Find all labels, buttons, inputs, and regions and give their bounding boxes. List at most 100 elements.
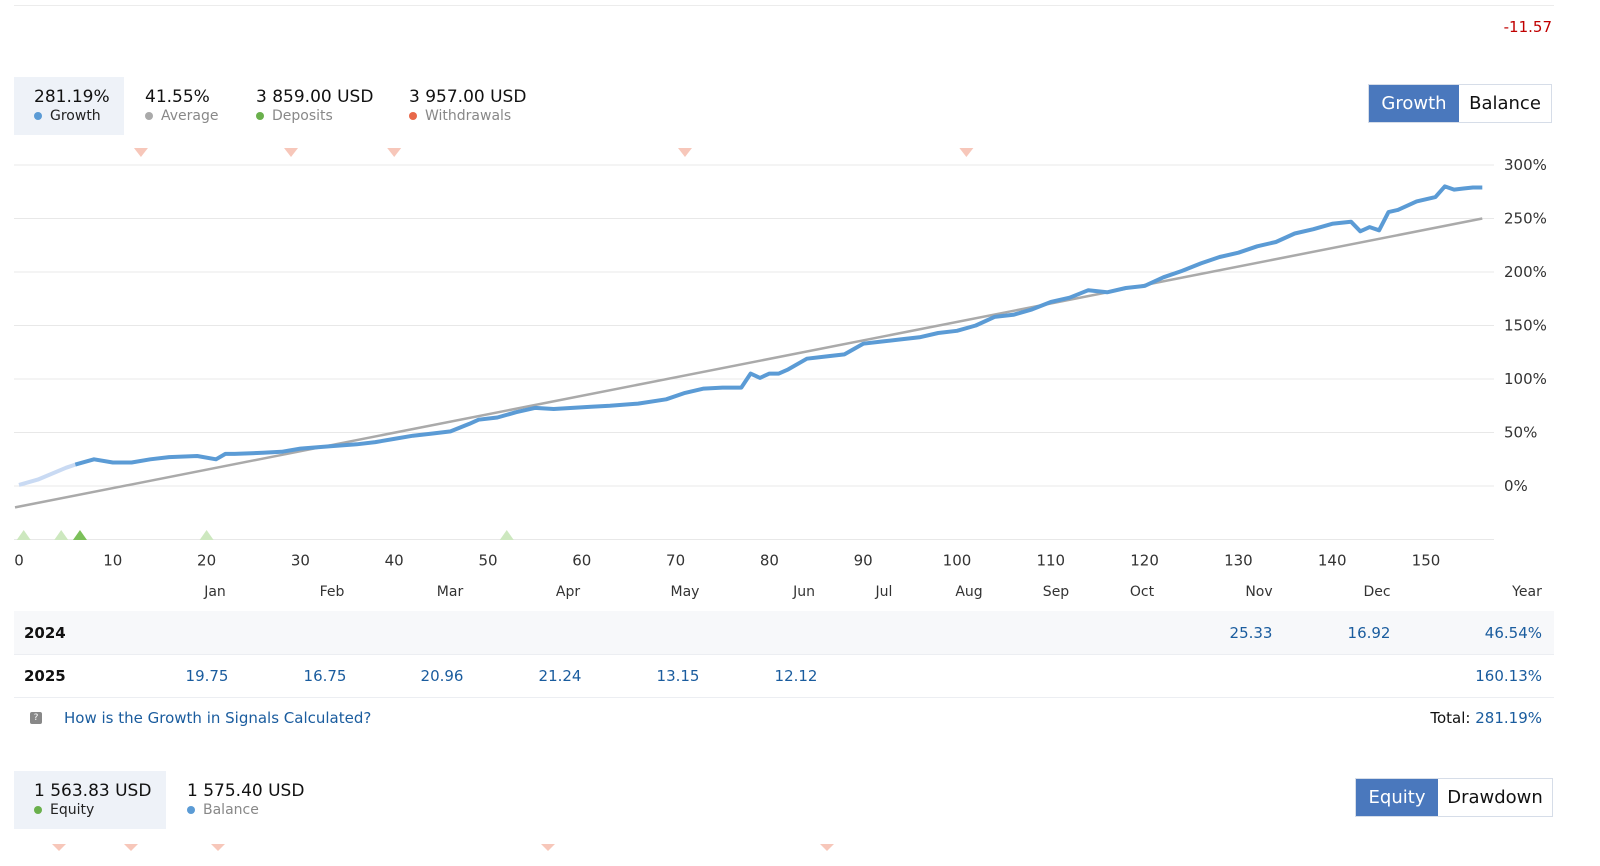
table-cell[interactable]: 13.15 bbox=[656, 667, 700, 685]
x-tick-label: 60 bbox=[572, 552, 591, 570]
x-tick-label: 20 bbox=[197, 552, 216, 570]
table-cell[interactable]: 12.12 bbox=[774, 667, 818, 685]
growth-line-initial bbox=[18, 462, 76, 487]
month-label: Nov bbox=[1245, 584, 1273, 600]
withdrawal-marker[interactable] bbox=[820, 844, 834, 851]
row-total[interactable]: 46.54% bbox=[1484, 624, 1542, 642]
stat-label: Balance bbox=[203, 802, 259, 818]
stat-value: 3 957.00 USD bbox=[409, 87, 527, 107]
top-value: -11.57 bbox=[1503, 18, 1552, 36]
deposit-marker[interactable] bbox=[72, 530, 87, 540]
table-cell[interactable]: 16.92 bbox=[1347, 624, 1391, 642]
row-divider bbox=[14, 697, 1554, 698]
y-tick-label: 300% bbox=[1504, 156, 1547, 174]
equity-chart-markers bbox=[52, 844, 834, 851]
legend-dot bbox=[145, 112, 153, 120]
stat-label: Average bbox=[161, 108, 219, 124]
table-row: 2025 19.75 16.75 20.96 21.24 13.15 12.12… bbox=[14, 654, 1554, 697]
table-cell[interactable]: 21.24 bbox=[538, 667, 582, 685]
deposit-marker[interactable] bbox=[499, 530, 514, 540]
row-total[interactable]: 160.13% bbox=[1475, 667, 1542, 685]
stat-withdrawals[interactable]: 3 957.00 USD Withdrawals bbox=[409, 77, 549, 135]
x-tick-label: 10 bbox=[103, 552, 122, 570]
top-divider bbox=[14, 5, 1554, 6]
legend-dot bbox=[256, 112, 264, 120]
stat-average[interactable]: 41.55% Average bbox=[145, 77, 245, 135]
growth-balance-toggle: Growth Balance bbox=[1368, 84, 1552, 123]
month-label: Mar bbox=[436, 584, 464, 600]
growth-calculation-link[interactable]: How is the Growth in Signals Calculated? bbox=[64, 709, 372, 727]
stat-value: 3 859.00 USD bbox=[256, 87, 374, 107]
stat-balance[interactable]: 1 575.40 USD Balance bbox=[187, 771, 317, 829]
withdrawal-marker[interactable] bbox=[124, 844, 138, 851]
stat-growth[interactable]: 281.19% Growth bbox=[14, 77, 124, 135]
month-label: Aug bbox=[955, 584, 983, 600]
month-label: Oct bbox=[1129, 584, 1155, 600]
stat-value: 41.55% bbox=[145, 87, 210, 107]
y-tick-label: 50% bbox=[1504, 424, 1537, 442]
legend-dot bbox=[187, 806, 195, 814]
total-value: 281.19% bbox=[1475, 709, 1542, 727]
drawdown-tab[interactable]: Drawdown bbox=[1438, 779, 1552, 816]
y-tick-label: 0% bbox=[1504, 477, 1528, 495]
withdrawal-marker[interactable] bbox=[959, 148, 974, 157]
x-tick-label: 70 bbox=[666, 552, 685, 570]
help-icon: ? bbox=[30, 712, 42, 724]
x-tick-label: 0 bbox=[14, 552, 24, 570]
stat-label: Equity bbox=[50, 802, 95, 818]
average-line bbox=[14, 217, 1483, 509]
x-tick-label: 150 bbox=[1412, 552, 1441, 570]
y-tick-label: 100% bbox=[1504, 370, 1547, 388]
y-tick-label: 150% bbox=[1504, 317, 1547, 335]
x-tick-label: 40 bbox=[385, 552, 404, 570]
withdrawal-marker[interactable] bbox=[133, 148, 148, 157]
stat-equity[interactable]: 1 563.83 USD Equity bbox=[14, 771, 166, 829]
withdrawal-marker[interactable] bbox=[677, 148, 692, 157]
month-label: Sep bbox=[1042, 584, 1070, 600]
growth-tab[interactable]: Growth bbox=[1369, 85, 1459, 122]
stat-label: Withdrawals bbox=[425, 108, 512, 124]
equity-tab[interactable]: Equity bbox=[1356, 779, 1438, 816]
deposit-marker[interactable] bbox=[199, 530, 214, 540]
deposit-marker[interactable] bbox=[16, 530, 31, 540]
x-tick-label: 30 bbox=[291, 552, 310, 570]
month-label: Year bbox=[1512, 584, 1542, 600]
y-tick-label: 200% bbox=[1504, 263, 1547, 281]
legend-dot bbox=[34, 806, 42, 814]
month-label: Apr bbox=[555, 584, 581, 600]
withdrawal-marker[interactable] bbox=[52, 844, 66, 851]
withdrawal-marker[interactable] bbox=[211, 844, 225, 851]
deposit-marker[interactable] bbox=[54, 530, 69, 540]
legend-dot bbox=[409, 112, 417, 120]
x-tick-label: 80 bbox=[760, 552, 779, 570]
x-tick-label: 90 bbox=[854, 552, 873, 570]
balance-tab[interactable]: Balance bbox=[1459, 85, 1551, 122]
x-tick-label: 50 bbox=[478, 552, 497, 570]
table-cell[interactable]: 20.96 bbox=[420, 667, 464, 685]
month-label: Feb bbox=[319, 584, 345, 600]
stat-label: Growth bbox=[50, 108, 101, 124]
growth-chart: 300% 250% 200% 150% 100% 50% 0% 0 10 20 30 40 50 60 70… bbox=[14, 148, 1547, 570]
growth-line bbox=[74, 184, 1483, 467]
table-cell[interactable]: 25.33 bbox=[1229, 624, 1273, 642]
month-label: Jun bbox=[793, 584, 815, 600]
x-tick-label: 100 bbox=[943, 552, 972, 570]
legend-dot bbox=[34, 112, 42, 120]
equity-drawdown-toggle: Equity Drawdown bbox=[1355, 778, 1553, 817]
month-label: Jul bbox=[875, 584, 893, 600]
x-tick-label: 110 bbox=[1036, 552, 1065, 570]
stat-label: Deposits bbox=[272, 108, 333, 124]
withdrawal-marker[interactable] bbox=[387, 148, 402, 157]
month-label: Jan bbox=[204, 584, 226, 600]
stat-deposits[interactable]: 3 859.00 USD Deposits bbox=[256, 77, 386, 135]
table-cell[interactable]: 16.75 bbox=[303, 667, 347, 685]
month-label: May bbox=[670, 584, 700, 600]
x-tick-label: 120 bbox=[1130, 552, 1159, 570]
table-row: 2024 25.33 16.92 46.54% bbox=[14, 611, 1554, 654]
x-tick-label: 140 bbox=[1318, 552, 1347, 570]
y-tick-label: 250% bbox=[1504, 210, 1547, 228]
withdrawal-marker[interactable] bbox=[284, 148, 299, 157]
withdrawal-marker[interactable] bbox=[541, 844, 555, 851]
table-cell[interactable]: 19.75 bbox=[185, 667, 229, 685]
stat-value: 1 563.83 USD bbox=[34, 781, 152, 801]
